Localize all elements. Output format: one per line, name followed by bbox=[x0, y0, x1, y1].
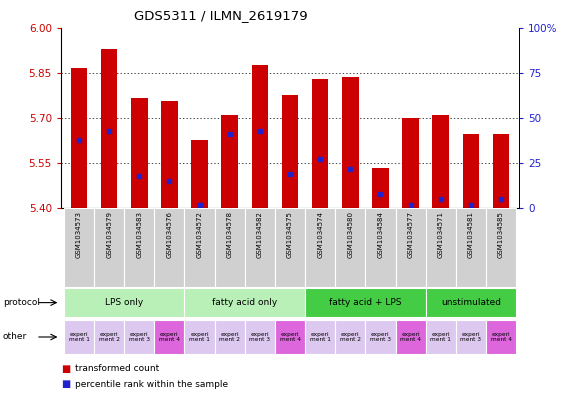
Text: other: other bbox=[3, 332, 27, 342]
Text: percentile rank within the sample: percentile rank within the sample bbox=[75, 380, 229, 389]
Text: GSM1034576: GSM1034576 bbox=[166, 211, 172, 259]
Text: ■: ■ bbox=[61, 379, 70, 389]
Text: GDS5311 / ILMN_2619179: GDS5311 / ILMN_2619179 bbox=[135, 9, 308, 22]
Bar bbox=[433, 115, 449, 208]
Text: GSM1034575: GSM1034575 bbox=[287, 211, 293, 258]
Text: experi
ment 1: experi ment 1 bbox=[310, 332, 331, 342]
Text: GSM1034581: GSM1034581 bbox=[468, 211, 474, 259]
Text: experi
ment 1: experi ment 1 bbox=[189, 332, 210, 342]
Bar bbox=[396, 320, 426, 354]
Bar bbox=[282, 95, 298, 208]
Bar bbox=[184, 208, 215, 287]
Bar bbox=[64, 320, 94, 354]
Text: experi
ment 3: experi ment 3 bbox=[370, 332, 391, 342]
Text: GSM1034573: GSM1034573 bbox=[76, 211, 82, 259]
Bar bbox=[275, 208, 305, 287]
Bar bbox=[365, 208, 396, 287]
Bar bbox=[124, 320, 154, 354]
Text: experi
ment 4: experi ment 4 bbox=[159, 332, 180, 342]
Bar bbox=[456, 320, 486, 354]
Text: ■: ■ bbox=[61, 364, 70, 374]
Bar bbox=[245, 208, 275, 287]
Text: GSM1034574: GSM1034574 bbox=[317, 211, 323, 258]
Text: GSM1034580: GSM1034580 bbox=[347, 211, 353, 259]
Text: experi
ment 4: experi ment 4 bbox=[280, 332, 300, 342]
Bar bbox=[372, 167, 389, 208]
Text: experi
ment 4: experi ment 4 bbox=[491, 332, 512, 342]
Bar bbox=[426, 288, 516, 317]
Bar bbox=[222, 115, 238, 208]
Bar bbox=[64, 288, 184, 317]
Bar bbox=[365, 320, 396, 354]
Bar bbox=[94, 208, 124, 287]
Text: LPS only: LPS only bbox=[105, 298, 143, 307]
Bar bbox=[342, 77, 358, 208]
Bar bbox=[486, 208, 516, 287]
Text: GSM1034584: GSM1034584 bbox=[378, 211, 383, 258]
Bar bbox=[275, 320, 305, 354]
Bar bbox=[335, 208, 365, 287]
Text: experi
ment 1: experi ment 1 bbox=[68, 332, 89, 342]
Bar bbox=[426, 208, 456, 287]
Text: GSM1034571: GSM1034571 bbox=[438, 211, 444, 259]
Text: fatty acid + LPS: fatty acid + LPS bbox=[329, 298, 401, 307]
Bar bbox=[426, 320, 456, 354]
Text: GSM1034577: GSM1034577 bbox=[408, 211, 414, 259]
Text: experi
ment 1: experi ment 1 bbox=[430, 332, 451, 342]
Bar bbox=[456, 208, 486, 287]
Bar bbox=[131, 98, 147, 208]
Text: experi
ment 2: experi ment 2 bbox=[99, 332, 119, 342]
Text: experi
ment 3: experi ment 3 bbox=[249, 332, 270, 342]
Text: GSM1034572: GSM1034572 bbox=[197, 211, 202, 258]
Bar bbox=[161, 101, 177, 208]
Text: GSM1034582: GSM1034582 bbox=[257, 211, 263, 258]
Bar bbox=[335, 320, 365, 354]
Bar bbox=[252, 65, 268, 208]
Text: unstimulated: unstimulated bbox=[441, 298, 501, 307]
Text: experi
ment 3: experi ment 3 bbox=[129, 332, 150, 342]
Bar bbox=[305, 320, 335, 354]
Bar bbox=[215, 320, 245, 354]
Bar bbox=[191, 140, 208, 208]
Bar bbox=[403, 118, 419, 208]
Bar bbox=[486, 320, 516, 354]
Text: transformed count: transformed count bbox=[75, 364, 160, 373]
Bar bbox=[305, 208, 335, 287]
Text: GSM1034583: GSM1034583 bbox=[136, 211, 142, 259]
Text: protocol: protocol bbox=[3, 298, 40, 307]
Text: GSM1034579: GSM1034579 bbox=[106, 211, 112, 259]
Bar bbox=[94, 320, 124, 354]
Bar bbox=[154, 320, 184, 354]
Text: fatty acid only: fatty acid only bbox=[212, 298, 277, 307]
Bar bbox=[101, 49, 117, 208]
Text: experi
ment 2: experi ment 2 bbox=[340, 332, 361, 342]
Bar bbox=[305, 288, 426, 317]
Bar bbox=[245, 320, 275, 354]
Bar bbox=[124, 208, 154, 287]
Text: experi
ment 4: experi ment 4 bbox=[400, 332, 421, 342]
Bar bbox=[154, 208, 184, 287]
Bar bbox=[493, 134, 509, 208]
Bar bbox=[215, 208, 245, 287]
Text: experi
ment 3: experi ment 3 bbox=[461, 332, 481, 342]
Bar bbox=[312, 79, 328, 208]
Bar bbox=[71, 68, 87, 208]
Bar bbox=[184, 288, 305, 317]
Text: experi
ment 2: experi ment 2 bbox=[219, 332, 240, 342]
Bar bbox=[396, 208, 426, 287]
Bar bbox=[64, 208, 94, 287]
Bar bbox=[184, 320, 215, 354]
Text: GSM1034578: GSM1034578 bbox=[227, 211, 233, 259]
Text: GSM1034585: GSM1034585 bbox=[498, 211, 504, 258]
Bar bbox=[463, 134, 479, 208]
